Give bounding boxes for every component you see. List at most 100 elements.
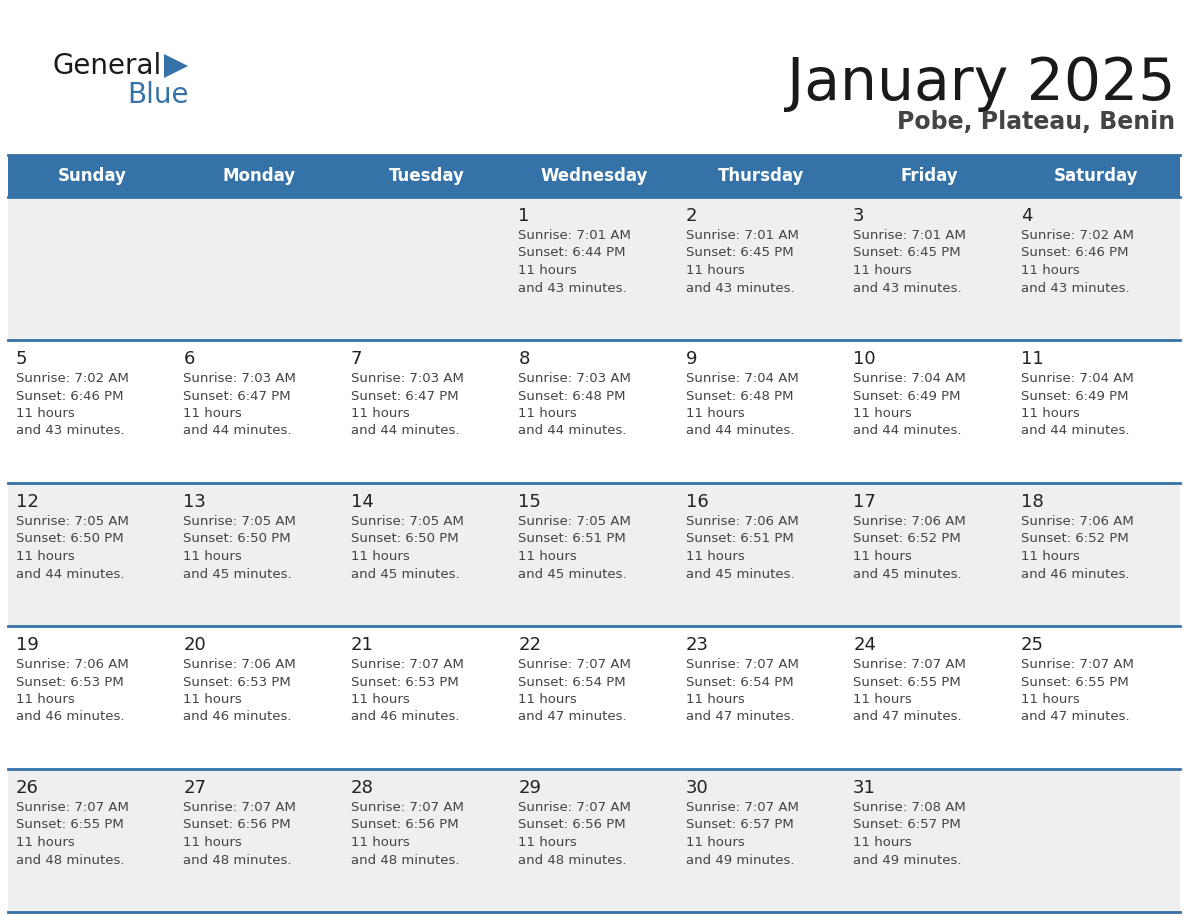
Bar: [343, 155, 511, 197]
Text: 11 hours: 11 hours: [183, 836, 242, 849]
Text: 11 hours: 11 hours: [350, 693, 410, 706]
Text: and 44 minutes.: and 44 minutes.: [685, 424, 795, 438]
Text: Sunset: 6:54 PM: Sunset: 6:54 PM: [685, 676, 794, 688]
Text: 7: 7: [350, 350, 362, 368]
Text: and 44 minutes.: and 44 minutes.: [1020, 424, 1129, 438]
Text: 11 hours: 11 hours: [1020, 264, 1080, 277]
Text: Sunrise: 7:04 AM: Sunrise: 7:04 AM: [853, 372, 966, 385]
Text: Sunrise: 7:07 AM: Sunrise: 7:07 AM: [350, 658, 463, 671]
Text: 29: 29: [518, 779, 542, 797]
Text: Sunrise: 7:06 AM: Sunrise: 7:06 AM: [853, 515, 966, 528]
Text: and 46 minutes.: and 46 minutes.: [1020, 567, 1129, 580]
Text: 11 hours: 11 hours: [685, 550, 745, 563]
Text: Sunset: 6:57 PM: Sunset: 6:57 PM: [853, 819, 961, 832]
Text: 16: 16: [685, 493, 708, 511]
Bar: [176, 340, 343, 483]
Text: and 48 minutes.: and 48 minutes.: [15, 854, 125, 867]
Text: and 44 minutes.: and 44 minutes.: [15, 567, 125, 580]
Text: Sunset: 6:48 PM: Sunset: 6:48 PM: [518, 389, 626, 402]
Text: and 44 minutes.: and 44 minutes.: [518, 424, 627, 438]
Text: 11 hours: 11 hours: [350, 836, 410, 849]
Text: Saturday: Saturday: [1054, 167, 1138, 185]
Bar: [343, 340, 511, 483]
Text: and 43 minutes.: and 43 minutes.: [518, 282, 627, 295]
Text: 11 hours: 11 hours: [350, 407, 410, 420]
Text: and 45 minutes.: and 45 minutes.: [518, 567, 627, 580]
Bar: [8, 197, 176, 340]
Text: 11 hours: 11 hours: [183, 407, 242, 420]
Text: and 43 minutes.: and 43 minutes.: [15, 424, 125, 438]
Text: 11 hours: 11 hours: [518, 407, 577, 420]
Text: Sunset: 6:48 PM: Sunset: 6:48 PM: [685, 389, 794, 402]
Text: Sunset: 6:47 PM: Sunset: 6:47 PM: [350, 389, 459, 402]
Text: Sunday: Sunday: [57, 167, 126, 185]
Text: Sunset: 6:57 PM: Sunset: 6:57 PM: [685, 819, 794, 832]
Text: Pobe, Plateau, Benin: Pobe, Plateau, Benin: [897, 110, 1175, 134]
Bar: [8, 340, 176, 483]
Text: Sunrise: 7:02 AM: Sunrise: 7:02 AM: [15, 372, 128, 385]
Text: Sunrise: 7:05 AM: Sunrise: 7:05 AM: [350, 515, 463, 528]
Text: and 45 minutes.: and 45 minutes.: [685, 567, 795, 580]
Text: Sunset: 6:52 PM: Sunset: 6:52 PM: [853, 532, 961, 545]
Text: and 45 minutes.: and 45 minutes.: [853, 567, 962, 580]
Bar: [1012, 155, 1180, 197]
Text: and 43 minutes.: and 43 minutes.: [685, 282, 795, 295]
Bar: [343, 483, 511, 626]
Text: Sunset: 6:55 PM: Sunset: 6:55 PM: [15, 819, 124, 832]
Bar: [8, 769, 176, 912]
Text: Sunrise: 7:03 AM: Sunrise: 7:03 AM: [518, 372, 631, 385]
Bar: [343, 769, 511, 912]
Text: 22: 22: [518, 636, 542, 654]
Text: 11 hours: 11 hours: [685, 264, 745, 277]
Text: Sunrise: 7:06 AM: Sunrise: 7:06 AM: [183, 658, 296, 671]
Text: 3: 3: [853, 207, 865, 225]
Text: January 2025: January 2025: [786, 55, 1175, 112]
Text: Wednesday: Wednesday: [541, 167, 647, 185]
Text: and 44 minutes.: and 44 minutes.: [350, 424, 460, 438]
Text: Monday: Monday: [222, 167, 296, 185]
Text: Sunrise: 7:05 AM: Sunrise: 7:05 AM: [183, 515, 296, 528]
Bar: [1012, 626, 1180, 769]
Text: and 43 minutes.: and 43 minutes.: [853, 282, 962, 295]
Text: 11 hours: 11 hours: [853, 407, 912, 420]
Text: 11 hours: 11 hours: [350, 550, 410, 563]
Text: Tuesday: Tuesday: [388, 167, 465, 185]
Text: Sunset: 6:46 PM: Sunset: 6:46 PM: [15, 389, 124, 402]
Bar: [8, 626, 176, 769]
Text: and 48 minutes.: and 48 minutes.: [518, 854, 627, 867]
Text: Sunrise: 7:04 AM: Sunrise: 7:04 AM: [685, 372, 798, 385]
Text: Sunrise: 7:08 AM: Sunrise: 7:08 AM: [853, 801, 966, 814]
Text: 11: 11: [1020, 350, 1043, 368]
Text: 20: 20: [183, 636, 207, 654]
Text: 11 hours: 11 hours: [685, 693, 745, 706]
Text: 6: 6: [183, 350, 195, 368]
Bar: [343, 197, 511, 340]
Text: 21: 21: [350, 636, 374, 654]
Text: 11 hours: 11 hours: [15, 407, 75, 420]
Text: 11 hours: 11 hours: [853, 550, 912, 563]
Text: Sunrise: 7:07 AM: Sunrise: 7:07 AM: [1020, 658, 1133, 671]
Bar: [343, 626, 511, 769]
Text: 1: 1: [518, 207, 530, 225]
Text: 11 hours: 11 hours: [518, 836, 577, 849]
Text: Sunset: 6:44 PM: Sunset: 6:44 PM: [518, 247, 626, 260]
Text: Sunrise: 7:07 AM: Sunrise: 7:07 AM: [853, 658, 966, 671]
Text: 18: 18: [1020, 493, 1043, 511]
Text: Sunset: 6:49 PM: Sunset: 6:49 PM: [1020, 389, 1129, 402]
Text: Sunset: 6:53 PM: Sunset: 6:53 PM: [15, 676, 124, 688]
Text: Sunset: 6:50 PM: Sunset: 6:50 PM: [15, 532, 124, 545]
Bar: [511, 340, 677, 483]
Text: Thursday: Thursday: [719, 167, 804, 185]
Text: and 49 minutes.: and 49 minutes.: [853, 854, 961, 867]
Text: and 48 minutes.: and 48 minutes.: [350, 854, 460, 867]
Text: 11 hours: 11 hours: [853, 264, 912, 277]
Text: General: General: [52, 52, 162, 80]
Text: Sunrise: 7:03 AM: Sunrise: 7:03 AM: [183, 372, 296, 385]
Text: Sunrise: 7:07 AM: Sunrise: 7:07 AM: [685, 801, 798, 814]
Bar: [8, 483, 176, 626]
Text: 11 hours: 11 hours: [518, 264, 577, 277]
Bar: [176, 197, 343, 340]
Text: Sunrise: 7:03 AM: Sunrise: 7:03 AM: [350, 372, 463, 385]
Bar: [677, 769, 845, 912]
Text: 11 hours: 11 hours: [853, 693, 912, 706]
